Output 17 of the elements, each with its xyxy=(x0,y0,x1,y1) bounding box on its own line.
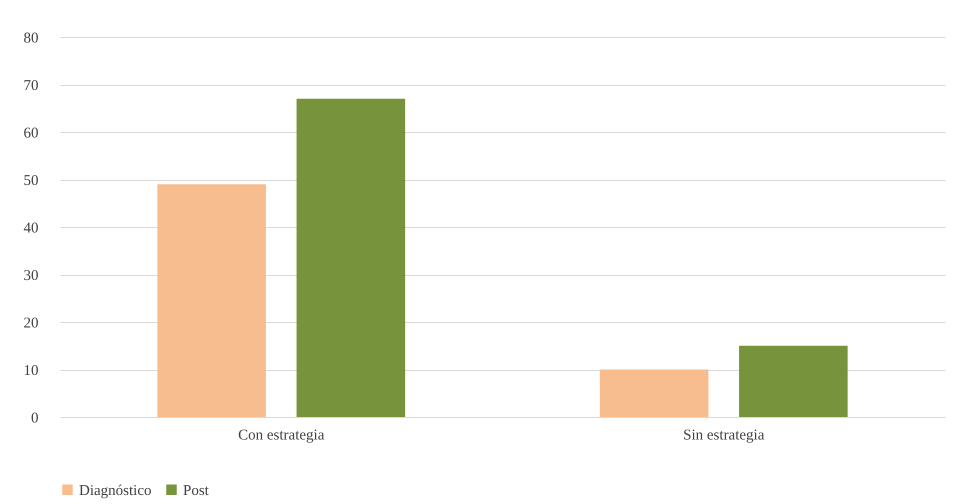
legend-label: Post xyxy=(183,482,210,499)
x-tick-label: Sin estrategia xyxy=(683,428,765,444)
bar xyxy=(600,370,708,417)
y-tick-label: 30 xyxy=(24,268,38,284)
y-tick-label: 20 xyxy=(24,316,38,332)
y-tick-label: 10 xyxy=(24,363,38,379)
y-tick-label: 60 xyxy=(24,126,38,142)
y-tick-label: 80 xyxy=(24,30,38,46)
x-tick-label: Con estrategia xyxy=(238,428,325,444)
legend-label: Diagnóstico xyxy=(79,482,152,499)
bar xyxy=(739,346,848,417)
bar xyxy=(157,184,266,417)
y-tick-label: 0 xyxy=(31,410,38,426)
y-tick-label: 40 xyxy=(24,220,38,236)
y-tick-label: 70 xyxy=(24,78,38,94)
y-tick-label: 50 xyxy=(24,173,38,189)
bar xyxy=(296,98,406,417)
